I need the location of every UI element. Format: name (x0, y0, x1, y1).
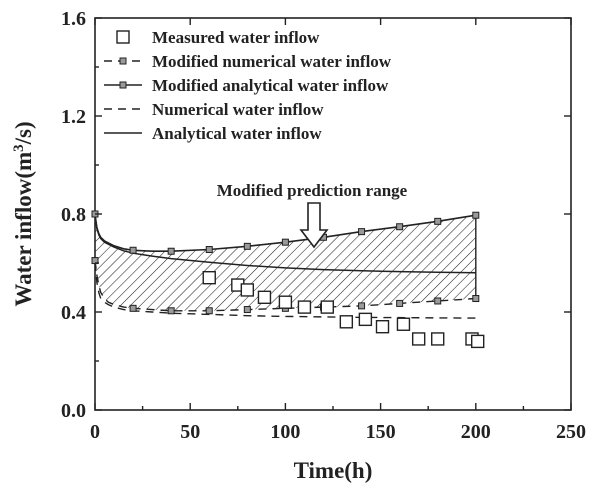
legend: Measured water inflow Modified numerical … (104, 28, 392, 143)
y-tick-label: 0.0 (61, 400, 86, 422)
y-tick-label: 0.8 (61, 204, 86, 226)
modified-analytical-marker (281, 238, 289, 246)
x-tick-label: 0 (90, 421, 100, 443)
legend-label: Analytical water inflow (152, 124, 322, 143)
prediction-range-band (95, 214, 477, 311)
measured-point (396, 317, 411, 331)
y-tick-label: 1.2 (61, 106, 86, 128)
legend-swatch-marker (119, 81, 127, 89)
modified-numerical-marker (358, 302, 366, 310)
annotation-arrow-icon (299, 202, 329, 249)
measured-point (320, 300, 334, 314)
prediction-range-annotation: Modified prediction range (217, 181, 408, 249)
x-tick-label: 250 (556, 421, 586, 443)
annotation-label: Modified prediction range (217, 181, 408, 200)
modified-analytical-marker (434, 217, 442, 225)
measured-point (358, 312, 373, 327)
legend-label: Modified numerical water inflow (152, 52, 392, 71)
measured-point (257, 290, 272, 304)
measured-point (375, 320, 390, 334)
measured-point (297, 300, 312, 314)
legend-swatch-marker (119, 57, 127, 65)
modified-analytical-marker (396, 223, 404, 231)
modified-analytical-marker (472, 211, 480, 219)
measured-point (471, 334, 485, 349)
legend-label: Modified analytical water inflow (152, 76, 389, 95)
legend-swatch-measured (116, 30, 130, 44)
modified-analytical-marker (243, 242, 251, 250)
modified-numerical-marker (129, 304, 137, 312)
modified-analytical-marker (167, 247, 175, 255)
modified-numerical-marker (434, 297, 442, 305)
x-tick-label: 200 (461, 421, 491, 443)
x-tick-label: 50 (180, 421, 200, 443)
prediction-range-hatch (95, 214, 476, 311)
y-tick-label: 0.4 (61, 302, 86, 324)
x-axis-title: Time(h) (294, 458, 373, 483)
x-tick-label: 150 (366, 421, 396, 443)
legend-label: Measured water inflow (152, 28, 320, 47)
y-axis-title: Water inflow(m3/s) (11, 121, 36, 306)
x-tick-label: 100 (270, 421, 300, 443)
modified-analytical-marker (129, 246, 137, 254)
modified-numerical-marker (396, 299, 404, 307)
modified-analytical-marker (205, 246, 213, 254)
measured-point (339, 315, 354, 329)
legend-label: Numerical water inflow (152, 100, 324, 119)
measured-point (278, 295, 293, 309)
modified-numerical-marker (167, 307, 175, 315)
axis-ticks: 0 50 100 150 200 250 0.0 0.4 0.8 1.2 1.6 (61, 8, 586, 443)
measured-point (202, 271, 216, 285)
measured-point (411, 332, 426, 346)
measured-point (240, 283, 255, 297)
numerical-water-inflow-line (95, 262, 476, 319)
measured-point (431, 332, 445, 346)
modified-numerical-marker (472, 295, 480, 303)
modified-analytical-marker (358, 228, 366, 236)
y-tick-label: 1.6 (61, 8, 86, 30)
modified-numerical-marker (205, 307, 213, 315)
modified-numerical-marker (243, 306, 251, 314)
